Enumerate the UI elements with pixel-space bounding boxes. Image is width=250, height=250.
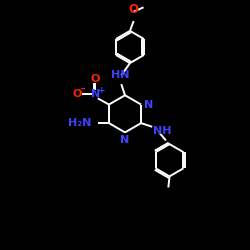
Text: HN: HN bbox=[111, 70, 129, 80]
Text: O: O bbox=[90, 74, 100, 84]
Text: +: + bbox=[98, 86, 106, 96]
Text: O: O bbox=[72, 89, 82, 99]
Text: N: N bbox=[120, 135, 130, 145]
Text: N: N bbox=[91, 89, 100, 99]
Text: O: O bbox=[129, 3, 139, 16]
Text: N: N bbox=[144, 100, 153, 110]
Text: –: – bbox=[80, 85, 85, 94]
Text: NH: NH bbox=[154, 126, 172, 136]
Text: H₂N: H₂N bbox=[68, 118, 91, 128]
